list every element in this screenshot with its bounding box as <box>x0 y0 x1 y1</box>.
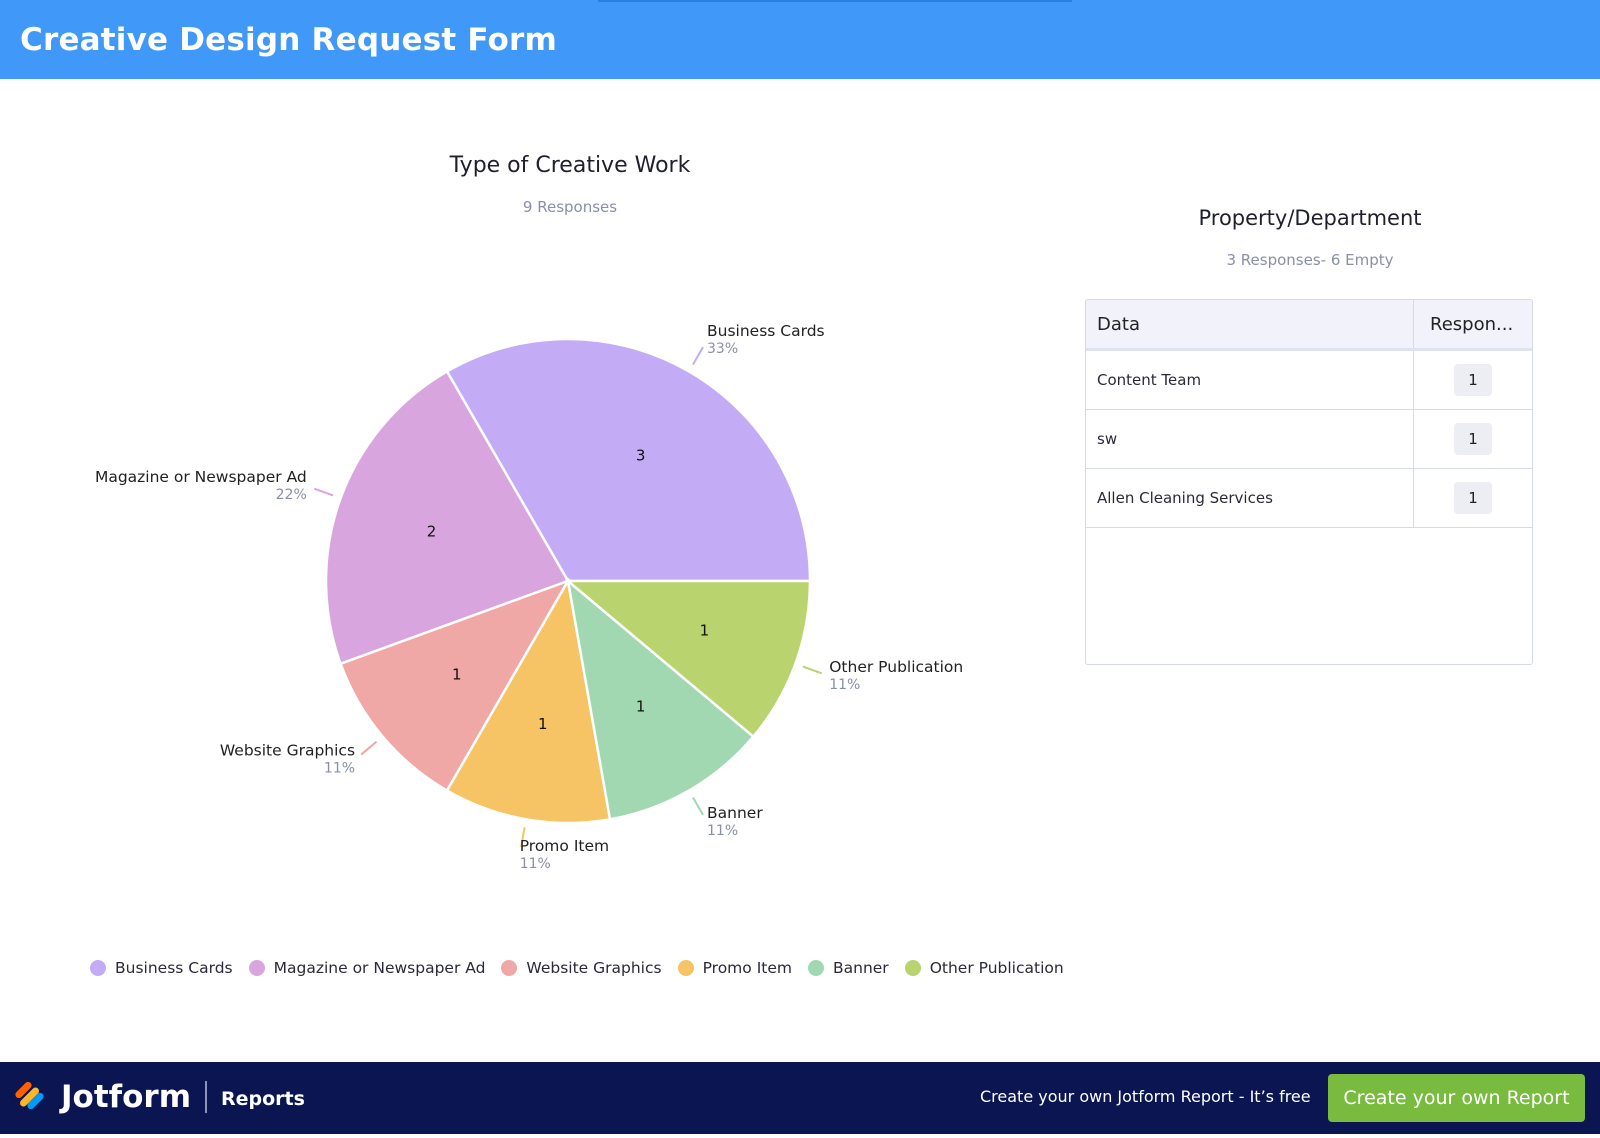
table-header: Data Respon... <box>1086 300 1532 351</box>
row-data-cell: Allen Cleaning Services <box>1086 469 1414 527</box>
legend-label: Promo Item <box>702 959 792 977</box>
slice-category-label: Magazine or Newspaper Ad <box>95 468 307 486</box>
brand-name[interactable]: Jotform <box>61 1079 192 1115</box>
brand-divider <box>205 1081 207 1113</box>
header-bar: Creative Design Request Form <box>0 0 1600 79</box>
slice-percent-label: 11% <box>707 823 738 839</box>
responses-table: Data Respon... Content Team 1 sw 1 Allen… <box>1085 299 1533 665</box>
row-data-cell: sw <box>1086 410 1414 468</box>
pie-slice[interactable] <box>564 579 812 739</box>
footer-bar: Jotform Reports Create your own Jotform … <box>0 1062 1600 1134</box>
chart-title: Type of Creative Work <box>449 153 691 178</box>
legend-label: Other Publication <box>929 959 1064 977</box>
slice-percent-label: 11% <box>520 856 551 872</box>
count-badge: 1 <box>1454 364 1492 396</box>
slice-leader-line <box>360 740 378 756</box>
slice-category-label: Business Cards <box>707 322 825 340</box>
page-title: Creative Design Request Form <box>20 22 557 58</box>
slice-category-label: Promo Item <box>520 837 609 855</box>
count-badge: 1 <box>1454 423 1492 455</box>
table-row: Allen Cleaning Services 1 <box>1086 469 1532 528</box>
pie-slice[interactable] <box>445 337 812 583</box>
legend-item[interactable]: Magazine or Newspaper Ad <box>248 959 486 977</box>
legend-label: Website Graphics <box>526 959 662 977</box>
slice-value-label: 1 <box>538 715 548 733</box>
legend-swatch <box>807 960 824 976</box>
slice-percent-label: 22% <box>276 487 307 503</box>
slice-category-label: Other Publication <box>829 658 963 676</box>
slice-leader-line <box>313 487 334 497</box>
legend-swatch <box>90 960 106 976</box>
slice-value-label: 1 <box>452 665 462 683</box>
table-row: sw 1 <box>1086 410 1532 469</box>
row-count-cell: 1 <box>1414 351 1532 409</box>
pie-slice[interactable] <box>566 577 756 821</box>
legend-item[interactable]: Promo Item <box>677 959 792 977</box>
row-data-cell: Content Team <box>1086 351 1414 409</box>
table-subtitle: 3 Responses- 6 Empty <box>1226 251 1394 269</box>
pie-slice[interactable] <box>324 369 570 666</box>
legend-item[interactable]: Business Cards <box>90 959 233 977</box>
slice-category-label: Website Graphics <box>220 742 355 760</box>
slice-leader-line <box>520 827 526 848</box>
pie-slice[interactable] <box>445 577 612 825</box>
legend-swatch <box>904 960 921 976</box>
row-count-cell: 1 <box>1414 410 1532 468</box>
column-header-responses[interactable]: Respon... <box>1430 313 1514 335</box>
slice-percent-label: 33% <box>707 341 738 357</box>
slice-category-label: Banner <box>707 804 763 822</box>
table-row: Content Team 1 <box>1086 351 1532 410</box>
slice-value-label: 1 <box>700 622 710 640</box>
legend-item[interactable]: Other Publication <box>904 959 1064 977</box>
legend-label: Business Cards <box>115 959 233 977</box>
slice-leader-line <box>692 797 704 816</box>
legend-label: Banner <box>832 959 889 977</box>
legend-item[interactable]: Banner <box>807 959 889 977</box>
slice-percent-label: 11% <box>324 761 355 777</box>
create-report-button[interactable]: Create your own Report <box>1328 1074 1585 1122</box>
legend-item[interactable]: Website Graphics <box>501 959 662 977</box>
count-badge: 1 <box>1454 482 1492 514</box>
slice-value-label: 3 <box>636 446 646 464</box>
slice-value-label: 2 <box>427 522 437 540</box>
column-header-data[interactable]: Data <box>1086 300 1414 348</box>
legend-swatch <box>677 960 694 976</box>
table-title: Property/Department <box>1198 206 1422 230</box>
jotform-logo-icon[interactable] <box>14 1082 48 1114</box>
legend-swatch <box>248 960 265 976</box>
slice-percent-label: 11% <box>829 677 860 693</box>
legend-label: Magazine or Newspaper Ad <box>273 959 486 977</box>
row-count-cell: 1 <box>1414 469 1532 527</box>
chart-subtitle: 9 Responses <box>522 198 618 216</box>
slice-leader-line <box>802 665 823 675</box>
legend-swatch <box>501 960 518 976</box>
chart-legend: Business Cards Magazine or Newspaper Ad We… <box>90 959 1080 977</box>
header-accent-line <box>598 0 1072 2</box>
slice-leader-line <box>692 346 704 365</box>
promo-text: Create your own Jotform Report - It’s fr… <box>980 1087 1311 1106</box>
product-name: Reports <box>221 1088 305 1110</box>
pie-slice[interactable] <box>338 578 571 793</box>
slice-value-label: 1 <box>636 698 646 716</box>
